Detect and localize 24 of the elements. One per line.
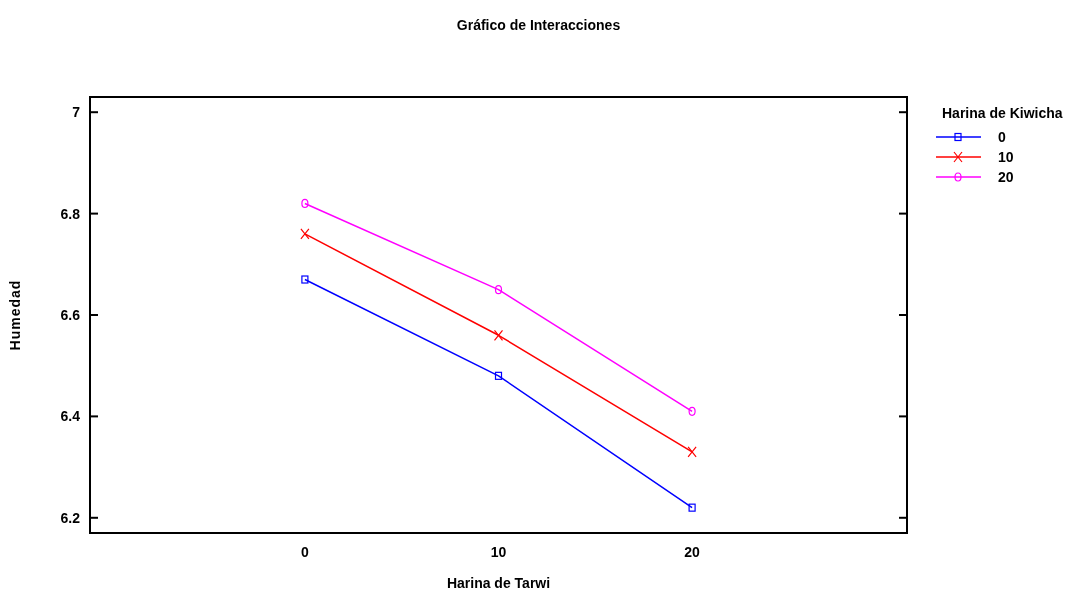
point	[301, 198, 309, 209]
y-axis-title: Humedad	[7, 279, 23, 351]
point	[300, 228, 310, 240]
x-tick-label: 10	[490, 544, 507, 560]
point	[494, 285, 503, 295]
y-tick-label: 6.8	[60, 205, 81, 222]
x-axis-title: Harina de Tarwi	[446, 575, 551, 591]
point	[301, 275, 309, 284]
x-tick-label: 20	[684, 544, 701, 560]
y-tick-label: 6.2	[60, 509, 81, 526]
legend-label: 0	[998, 129, 1006, 145]
point	[494, 371, 503, 380]
point	[493, 329, 504, 341]
y-tick-label: 7	[72, 104, 81, 121]
point	[688, 406, 696, 416]
y-tick-label: 6.6	[60, 307, 81, 323]
point	[688, 503, 696, 512]
x-tick-label: 0	[301, 544, 309, 560]
point	[687, 446, 697, 458]
legend-label: 10	[998, 149, 1014, 165]
y-tick-label: 6.4	[60, 408, 81, 425]
legend-label: 20	[998, 169, 1014, 185]
chart-title: Gráfico de Interacciones	[456, 17, 621, 33]
legend-title: Harina de Kiwicha	[942, 105, 1063, 121]
